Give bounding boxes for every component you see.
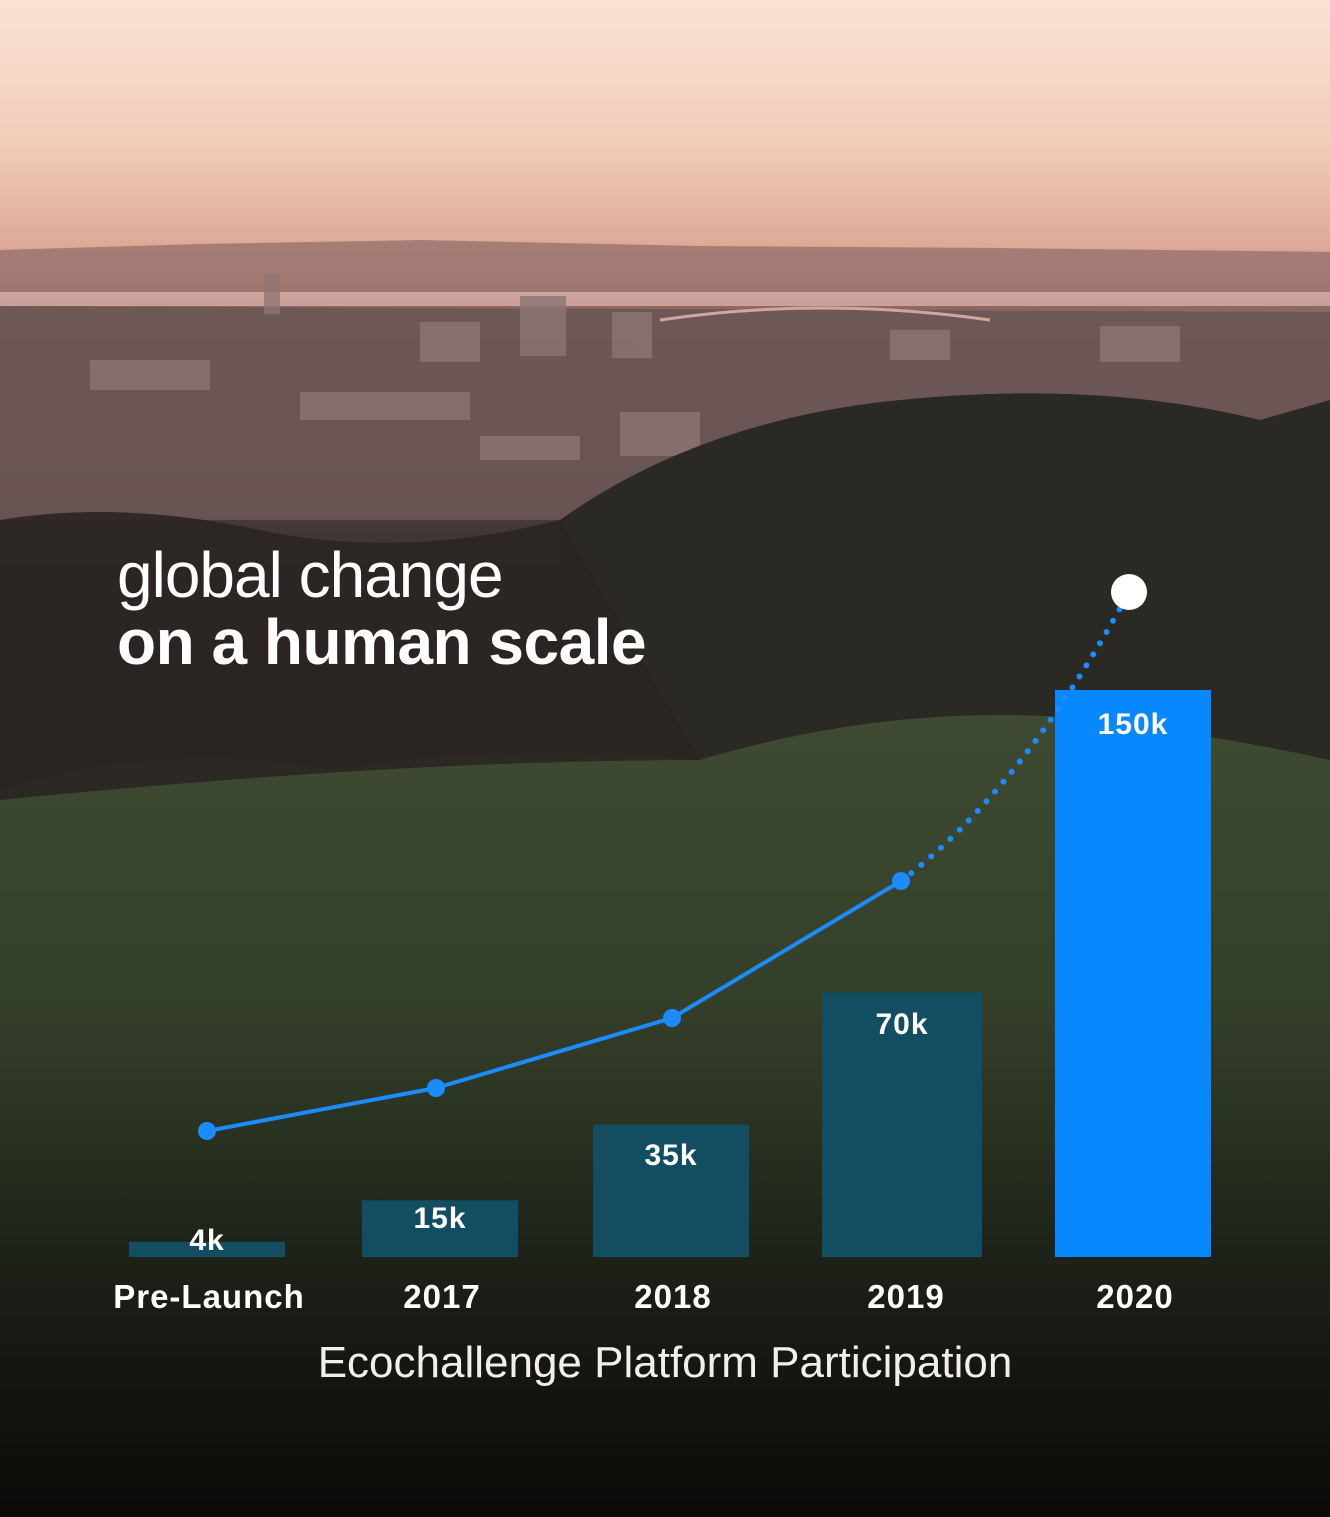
category-label-2017: 2017: [403, 1278, 480, 1315]
trend-line-solid: [206, 879, 903, 1133]
headline-line-2: on a human scale: [117, 606, 647, 678]
value-label-2017: 15k: [413, 1202, 466, 1235]
headline-line-1: global change: [117, 539, 504, 611]
bar-2018: [593, 1124, 749, 1257]
value-label-2018: 35k: [644, 1139, 697, 1172]
bar-2017: [362, 1200, 518, 1257]
value-label-2019: 70k: [875, 1008, 928, 1041]
trend-line-projection: [898, 589, 1132, 884]
trend-point-2020: [1111, 574, 1147, 610]
bar-pre-launch: [129, 1241, 285, 1257]
value-label-2020: 150k: [1098, 708, 1169, 741]
category-label-2019: 2019: [867, 1278, 944, 1315]
category-label-2020: 2020: [1096, 1278, 1173, 1315]
headline: global change on a human scale: [117, 539, 647, 678]
trend-point-2018: [663, 1009, 681, 1027]
trend-point-2019: [892, 872, 910, 890]
bar-2019: [822, 992, 982, 1257]
chart-caption: Ecochallenge Platform Participation: [317, 1338, 1013, 1387]
category-label-2018: 2018: [634, 1278, 711, 1315]
bar-2020: [1055, 690, 1211, 1257]
category-label-pre-launch: Pre-Launch: [113, 1278, 305, 1315]
value-label-pre-launch: 4k: [189, 1224, 224, 1257]
trend-point-pre-launch: [198, 1122, 216, 1140]
trend-point-2017: [427, 1079, 445, 1097]
